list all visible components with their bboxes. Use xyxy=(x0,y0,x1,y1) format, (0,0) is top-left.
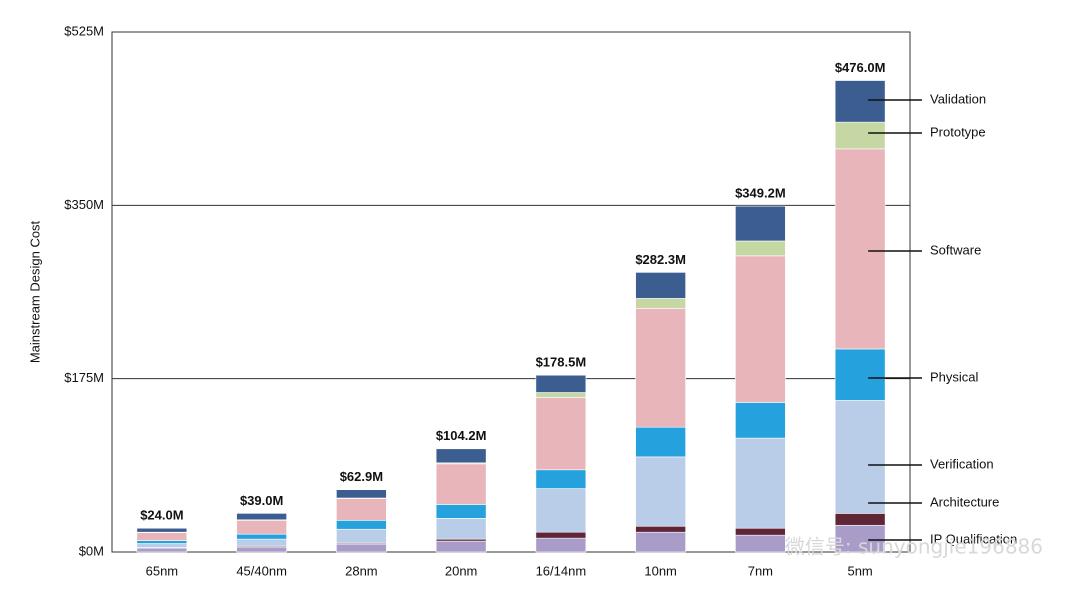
bar-segment xyxy=(535,531,587,539)
total-label: $104.2M xyxy=(436,428,487,443)
total-label: $476.0M xyxy=(835,60,886,75)
bar-segment xyxy=(136,527,188,533)
bar-segment xyxy=(236,513,287,521)
bar-segment xyxy=(535,488,587,533)
bar-segment xyxy=(635,525,686,533)
bar-segment xyxy=(834,348,886,401)
total-label: $349.2M xyxy=(735,186,786,201)
bar-segment xyxy=(735,534,786,553)
bar-segment xyxy=(735,240,786,257)
bar-segment xyxy=(735,527,786,536)
bar-segment xyxy=(735,402,786,439)
bar-segment xyxy=(336,489,387,499)
legend-label: Physical xyxy=(930,369,979,384)
bar-segment xyxy=(535,374,587,393)
bar-segment xyxy=(535,537,587,553)
x-tick-label: 65nm xyxy=(146,563,179,578)
bar-segment xyxy=(834,121,886,150)
legend-label: Architecture xyxy=(930,494,999,509)
x-tick-label: 16/14nm xyxy=(536,563,587,578)
bar-segment xyxy=(435,540,487,553)
total-label: $282.3M xyxy=(635,252,686,267)
bar-segment xyxy=(435,504,487,519)
bar-segment xyxy=(336,543,387,553)
bar-segment xyxy=(635,308,686,428)
bar-segment xyxy=(236,520,287,535)
y-tick-label: $350M xyxy=(64,197,104,212)
x-tick-label: 28nm xyxy=(345,563,378,578)
x-tick-label: 10nm xyxy=(644,563,677,578)
bar-segment xyxy=(834,148,886,350)
bar-segment xyxy=(236,546,287,553)
total-label: $62.9M xyxy=(340,469,383,484)
bar-segment xyxy=(834,80,886,123)
bar-segment xyxy=(535,392,587,398)
bar-segment xyxy=(735,437,786,529)
bar-segment xyxy=(635,272,686,299)
bar-segment xyxy=(236,538,287,547)
x-tick-label: 20nm xyxy=(445,563,478,578)
bar-segment xyxy=(136,547,188,553)
bar-segment xyxy=(136,532,188,541)
bar-segment xyxy=(435,448,487,464)
legend-label: Software xyxy=(930,242,981,257)
total-label: $39.0M xyxy=(240,493,283,508)
bar-segment xyxy=(535,397,587,471)
plot-frame xyxy=(111,31,911,553)
bar-segment xyxy=(735,205,786,242)
bar-segment xyxy=(735,255,786,403)
y-tick-label: $0M xyxy=(79,543,104,558)
legend-label: Prototype xyxy=(930,124,986,139)
total-label: $178.5M xyxy=(536,355,587,370)
y-tick-label: $175M xyxy=(64,370,104,385)
bar-segment xyxy=(336,528,387,544)
bar-segment xyxy=(635,456,686,527)
y-axis-label: Mainstream Design Cost xyxy=(27,220,42,363)
x-tick-label: 5nm xyxy=(847,563,872,578)
bar-segment xyxy=(834,400,886,514)
legend-label: Validation xyxy=(930,91,986,106)
bar-segment xyxy=(336,498,387,521)
watermark: 微信号: sunyongjie196886 xyxy=(785,535,1043,559)
bar-segment xyxy=(535,469,587,489)
bar-segment xyxy=(236,533,287,540)
bar-segment xyxy=(136,543,188,548)
bar-segment xyxy=(435,518,487,540)
legend-label: IP Qualification xyxy=(930,531,1017,546)
total-label: $24.0M xyxy=(140,508,183,523)
bar-segment xyxy=(635,426,686,458)
legend-label: Verification xyxy=(930,456,994,471)
bar-segment xyxy=(635,298,686,309)
x-tick-label: 45/40nm xyxy=(236,563,287,578)
x-tick-label: 7nm xyxy=(748,563,773,578)
bar-segment xyxy=(834,524,886,553)
bar-segment xyxy=(435,463,487,505)
y-tick-label: $525M xyxy=(64,23,104,38)
bar-segment xyxy=(834,513,886,526)
bar-segment xyxy=(136,540,188,544)
bar-segment xyxy=(336,520,387,530)
bar-segment xyxy=(635,531,686,553)
